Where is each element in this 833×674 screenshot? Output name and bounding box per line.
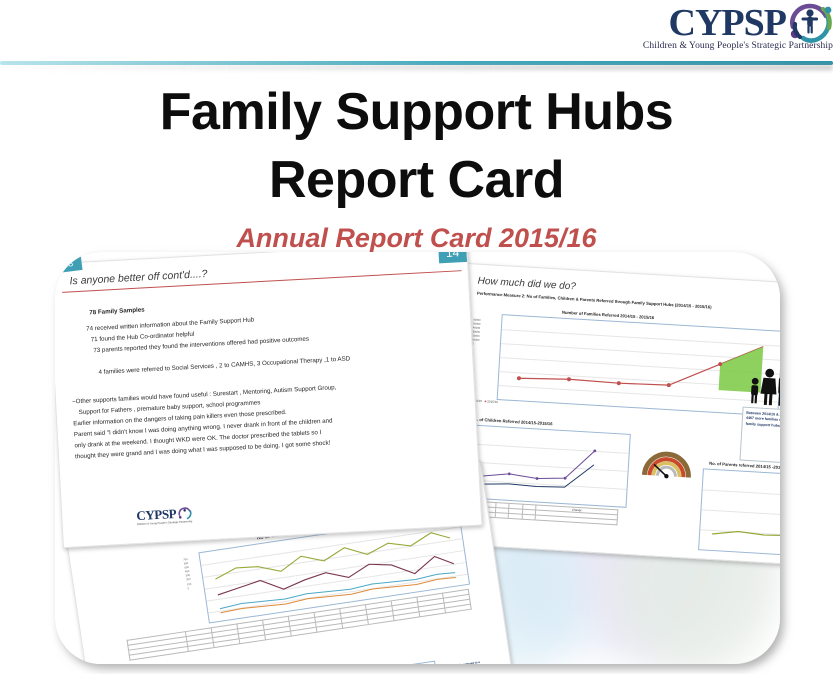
logo-tagline: Children & Young People's Strategic Part… (642, 41, 833, 51)
title-line-1: Family Support Hubs (159, 83, 674, 141)
header-divider (0, 61, 833, 65)
header-divider-shadow (0, 65, 833, 70)
page-badge-3: 3 (58, 253, 83, 273)
families-referred-chart (496, 314, 780, 417)
sample-label: 78 Family Samples (89, 306, 145, 317)
cypsp-swirl-logo-icon (787, 1, 833, 45)
sheet2-callout-text: Between 2014/15 & 2015/16 there where 44… (745, 410, 780, 428)
page-badge-14: 14 (438, 252, 468, 264)
slide-sheet-narrative: Is anyone better off cont'd....? 14 78 F… (55, 252, 483, 549)
cypsp-logo: CYPSP Children & Young People's Strate (641, 2, 833, 60)
total-children-bar-chart: 0-4 age range 5-11 age range 12-15 age r… (116, 660, 449, 664)
logo-row: CYPSP (669, 2, 833, 44)
sheet4-paper: Is anyone better off cont'd....? 14 78 F… (55, 252, 483, 549)
page-subtitle: Annual Report Card 2015/16 (236, 223, 597, 253)
page-title: Family Support Hubs Report Card Annual R… (0, 78, 833, 258)
mini-swirl-icon (178, 507, 192, 520)
slide-sheet-referrals: How much did we do? Performance Measure … (446, 262, 780, 568)
children-referred-chart (464, 424, 631, 508)
sheet2-heading: How much did we do? (477, 275, 577, 293)
age-profile-line-chart (198, 513, 471, 624)
title-line-2: Report Card (269, 151, 564, 209)
parents-referred-chart (698, 468, 780, 558)
sheet2-callout-box: Between 2014/15 & 2015/16 there where 44… (739, 406, 780, 466)
logo-wordmark: CYPSP (668, 2, 787, 44)
report-collage-photo: How much did we do? 1 Regional Family Su… (55, 252, 780, 664)
page-header: CYPSP Children & Young People's Strate (0, 0, 833, 70)
age-chart-yaxis: 700 600 500 400 300 200 100 0 (183, 558, 192, 590)
sheet3-note: The age profile referred to a large exte… (442, 660, 487, 664)
families-chart-yaxis: 60000 50000 40000 30000 20000 10000 0 (471, 318, 481, 346)
family-pictogram-icon (745, 365, 780, 409)
collage-canvas: How much did we do? 1 Regional Family Su… (55, 252, 780, 664)
mini-cypsp-logo: CYPSP Children & Young People's Strategi… (136, 505, 193, 526)
gauge-icon (641, 451, 691, 479)
narr-line-3: 4 families were referred to Social Servi… (98, 355, 351, 376)
slide-sheet-age-profile: How much did we do? Performance Measure … (63, 460, 529, 664)
